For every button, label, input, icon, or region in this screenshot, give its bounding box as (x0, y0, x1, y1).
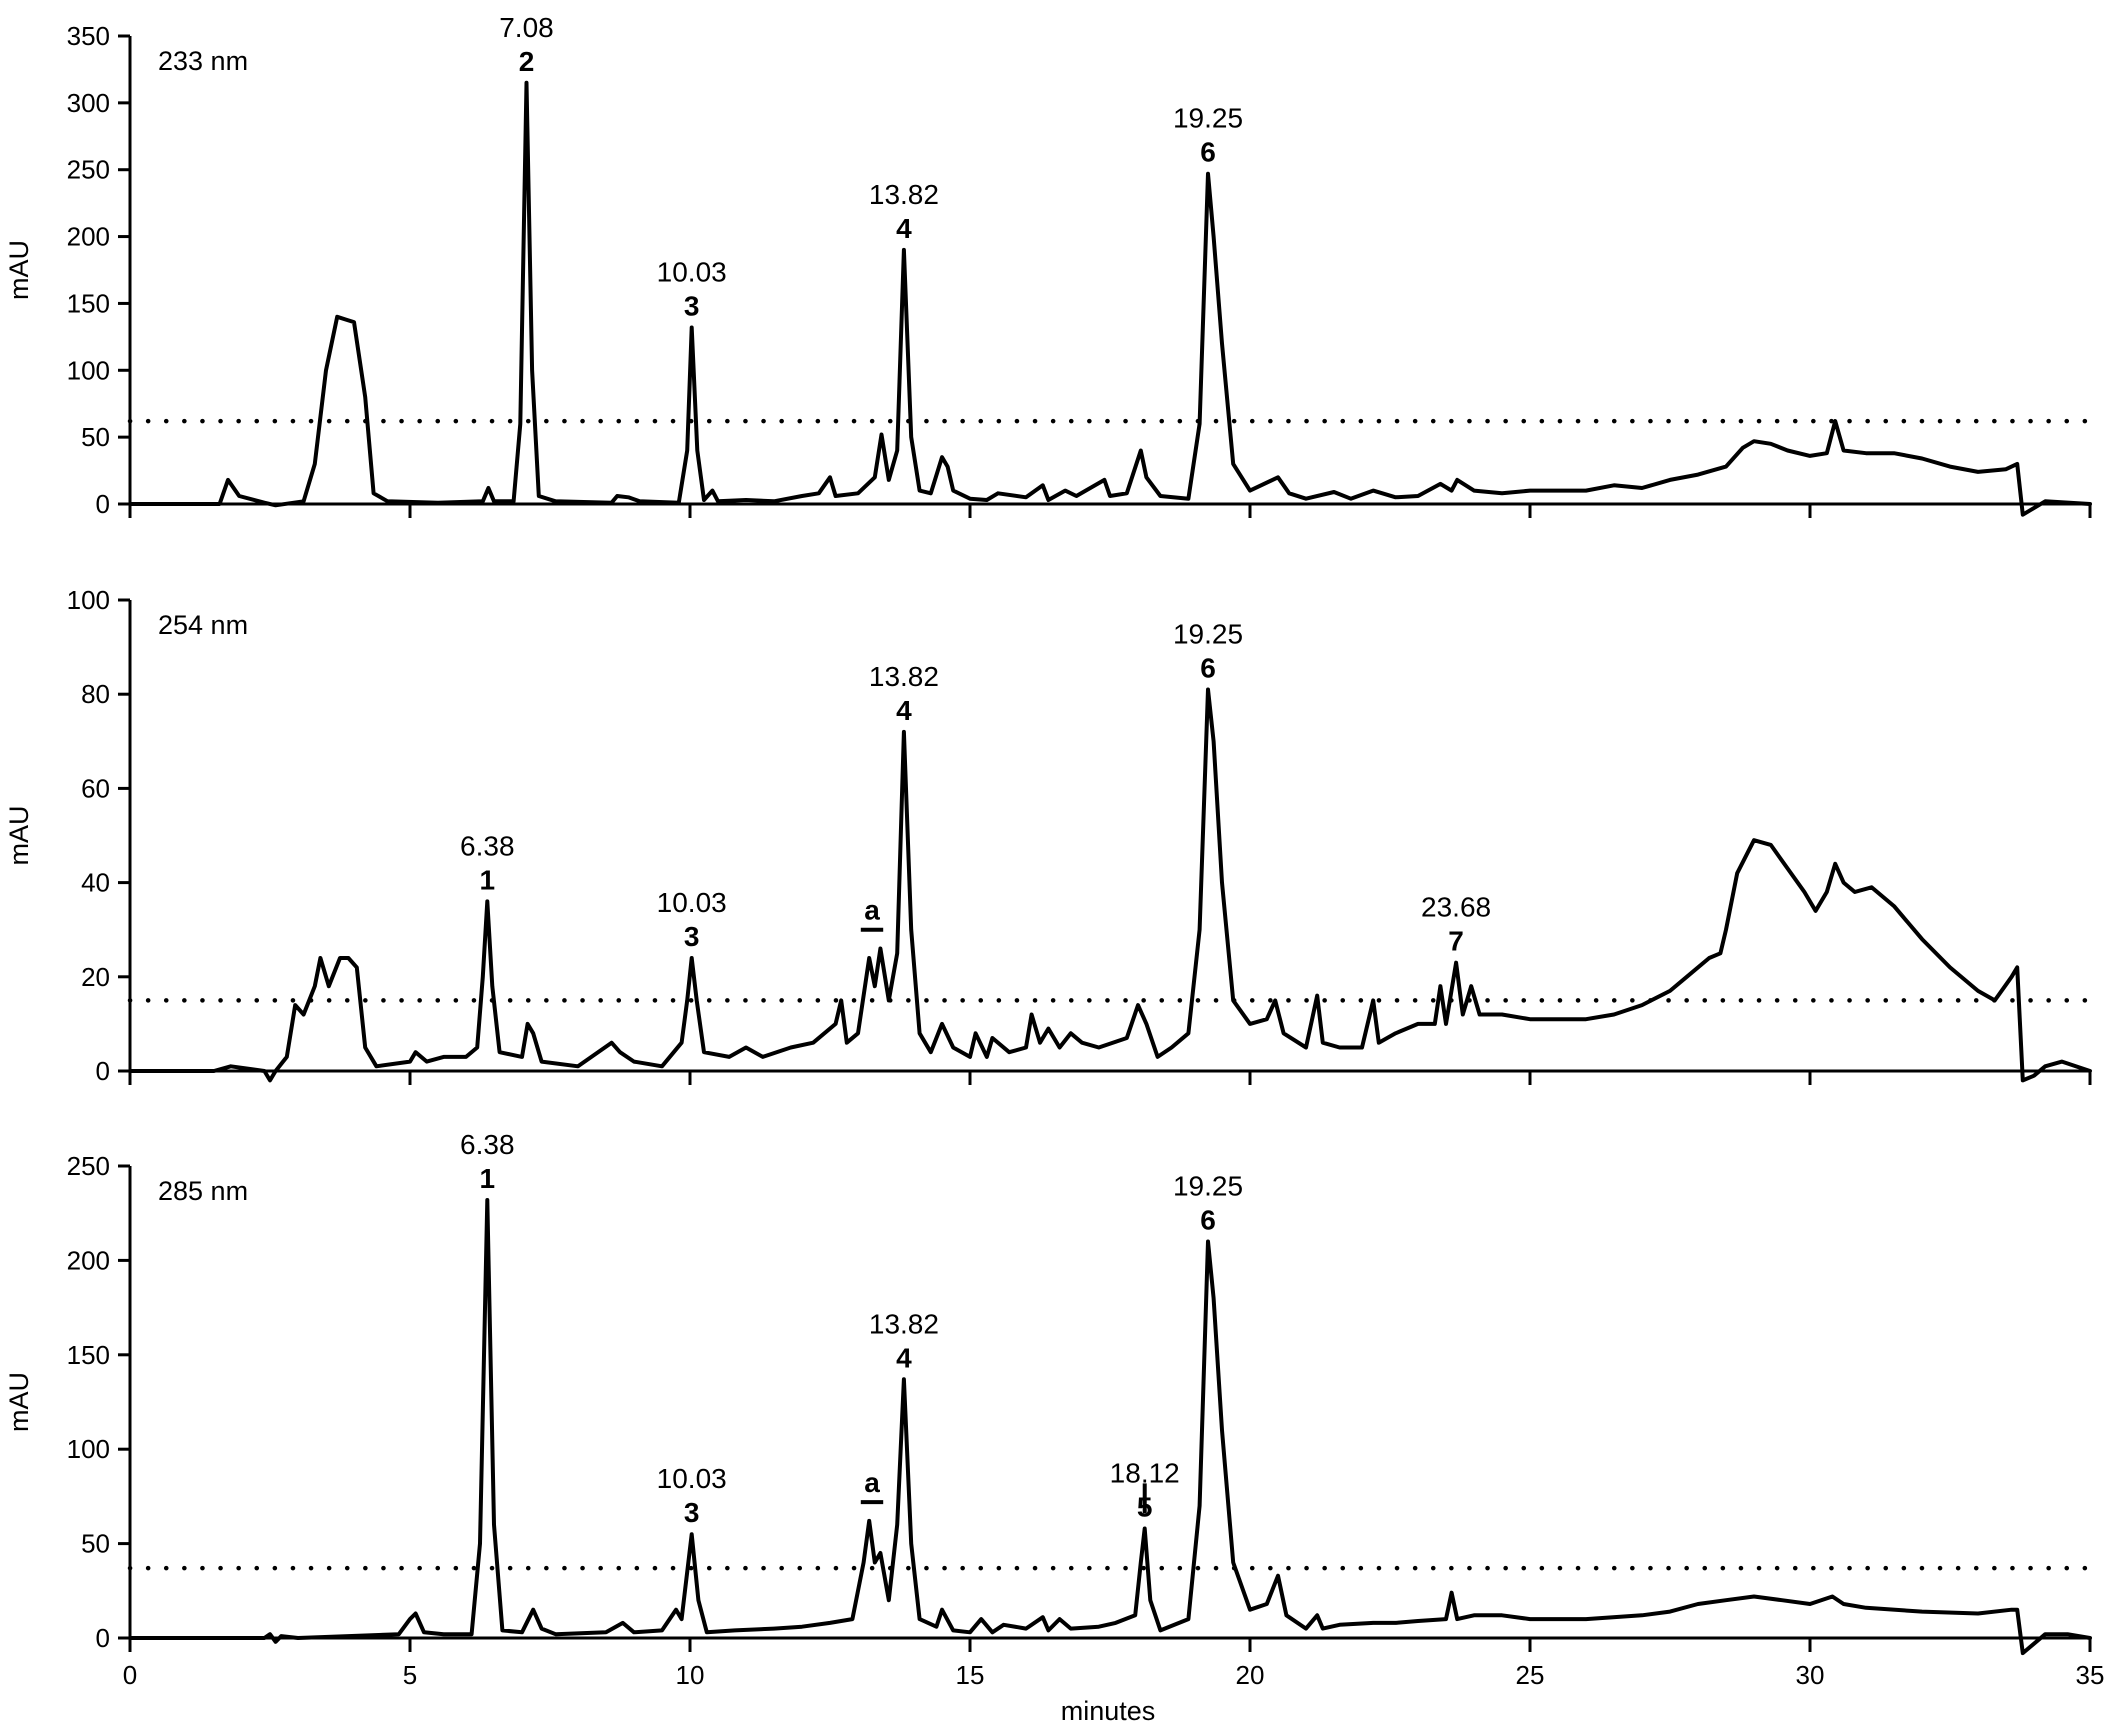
retention-time-label: 23.68 (1421, 892, 1491, 923)
retention-time-label: 19.25 (1173, 103, 1243, 134)
peak-number-label: 3 (684, 1497, 700, 1528)
peak-number-label: 3 (684, 921, 700, 952)
y-axis-title: mAU (4, 240, 34, 300)
y-tick-label: 50 (81, 422, 110, 452)
x-tick-label: 0 (123, 1660, 137, 1690)
chromatogram-trace (128, 1198, 2092, 1656)
retention-time-label: 19.25 (1173, 618, 1243, 649)
y-tick-label: 0 (96, 489, 110, 519)
y-tick-label: 100 (67, 1434, 110, 1464)
retention-time-label: 6.38 (460, 1129, 515, 1160)
y-tick-label: 150 (67, 1340, 110, 1370)
peak-number-label: 6 (1200, 1205, 1216, 1236)
y-tick-label: 0 (96, 1623, 110, 1653)
x-tick-label: 10 (676, 1660, 705, 1690)
peak-number-label: 6 (1200, 137, 1216, 168)
retention-time-label: 19.25 (1173, 1171, 1243, 1202)
x-tick-label: 25 (1516, 1660, 1545, 1690)
peak-number-label: 2 (519, 46, 535, 77)
group-label: a (864, 895, 880, 926)
chromatogram-panel-1: 0 50 100 150 200 250 300 350 mAU 233 nm 27.08 310.0… (4, 12, 2093, 519)
x-tick-label: 20 (1236, 1660, 1265, 1690)
y-tick-label: 100 (67, 355, 110, 385)
y-axis-title: mAU (4, 806, 34, 866)
retention-time-label: 13.82 (869, 661, 939, 692)
retention-time-label: 10.03 (657, 887, 727, 918)
y-tick-label: 200 (67, 1245, 110, 1275)
x-tick-label: 30 (1796, 1660, 1825, 1690)
retention-time-label: 7.08 (499, 12, 554, 43)
peak-number-label: 1 (479, 1163, 495, 1194)
retention-time-label: 18.12 (1110, 1457, 1180, 1488)
y-tick-label: 50 (81, 1529, 110, 1559)
retention-time-label: 13.82 (869, 179, 939, 210)
retention-time-label: 6.38 (460, 830, 515, 861)
y-tick-label: 150 (67, 288, 110, 318)
y-tick-label: 60 (81, 773, 110, 803)
y-tick-label: 40 (81, 868, 110, 898)
chromatogram-trace (128, 80, 2092, 517)
y-tick-label: 80 (81, 679, 110, 709)
x-tick-label: 5 (403, 1660, 417, 1690)
group-label: a (864, 1467, 880, 1498)
chromatogram-panel-2: 0 20 40 60 80 100 mAU 254 nm 16.38 310.03 413.82 61… (4, 585, 2093, 1086)
x-axis-title: minutes (1061, 1696, 1156, 1726)
y-tick-label: 20 (81, 962, 110, 992)
y-tick-label: 350 (67, 21, 110, 51)
x-tick-label: 35 (2076, 1660, 2105, 1690)
peak-number-label: 1 (479, 864, 495, 895)
wavelength-label: 285 nm (158, 1176, 248, 1206)
y-tick-label: 300 (67, 88, 110, 118)
y-tick-label: 250 (67, 155, 110, 185)
retention-time-label: 10.03 (657, 1463, 727, 1494)
y-tick-label: 100 (67, 585, 110, 615)
y-axis-title: mAU (4, 1372, 34, 1432)
retention-time-label: 13.82 (869, 1308, 939, 1339)
chromatogram-trace (128, 687, 2092, 1083)
peak-number-label: 4 (896, 213, 912, 244)
peak-number-label: 4 (896, 695, 912, 726)
wavelength-label: 233 nm (158, 46, 248, 76)
x-tick-label: 15 (956, 1660, 985, 1690)
retention-time-label: 10.03 (657, 256, 727, 287)
peak-number-label: 6 (1200, 652, 1216, 683)
peak-number-label: 3 (684, 290, 700, 321)
chromatogram-panel-3: 0 50 100 150 200 250 0 5 10 15 20 25 30 35 mAU minutes 2… (4, 1129, 2104, 1726)
peak-number-label: 7 (1448, 926, 1464, 957)
wavelength-label: 254 nm (158, 610, 248, 640)
y-tick-label: 0 (96, 1056, 110, 1086)
peak-number-label: 4 (896, 1342, 912, 1373)
y-tick-label: 200 (67, 222, 110, 252)
y-tick-label: 250 (67, 1151, 110, 1181)
